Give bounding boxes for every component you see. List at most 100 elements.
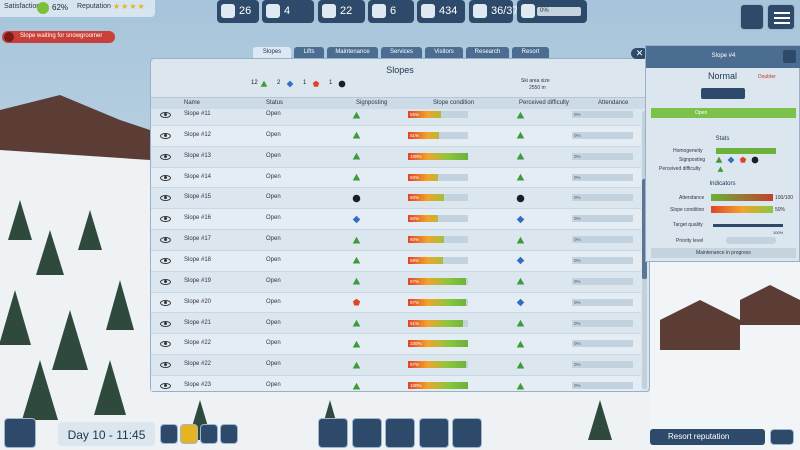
table-row[interactable]: Slope #16 Open 50% 0% <box>151 209 641 231</box>
condition-bar <box>408 173 438 181</box>
slope-status: Open <box>266 277 281 284</box>
scrollbar-thumb[interactable] <box>642 179 647 279</box>
build-button[interactable] <box>352 418 382 448</box>
eye-icon[interactable] <box>160 320 171 327</box>
build-button[interactable] <box>385 418 415 448</box>
menu-line <box>774 22 790 24</box>
maintenance-text: Maintenance in progress <box>696 250 751 256</box>
eye-pupil <box>164 196 167 200</box>
menu-button[interactable] <box>767 4 795 30</box>
eye-pupil <box>164 238 167 242</box>
icon-shape <box>286 80 294 88</box>
table-row[interactable]: Slope #18 Open 59% 0% <box>151 250 641 272</box>
table-row[interactable]: Slope #22 Open 97% 0% <box>151 355 641 377</box>
reputation-dropdown[interactable]: Resort reputation <box>650 429 765 445</box>
table-row[interactable]: Slope #19 Open 97% 0% <box>151 271 641 293</box>
table-row[interactable]: Slope #20 Open 97% 0% <box>151 292 641 314</box>
eye-icon[interactable] <box>160 174 171 181</box>
table-row[interactable]: Slope #11 Open 55% 0% <box>151 109 641 126</box>
eye-pupil <box>164 113 167 116</box>
tab[interactable]: Maintenance <box>327 47 378 58</box>
maintenance-banner: Maintenance in progress <box>651 248 796 258</box>
eye-icon[interactable] <box>160 383 171 390</box>
eye-icon[interactable] <box>160 237 171 244</box>
status-field[interactable]: Open <box>651 108 796 118</box>
view-toggle[interactable] <box>701 88 745 99</box>
signposting-icon <box>352 361 360 369</box>
table-row[interactable]: Slope #14 Open 50% 0% <box>151 167 641 189</box>
tab[interactable]: Services <box>381 47 422 58</box>
menu-line <box>774 12 790 14</box>
eye-icon[interactable] <box>160 299 171 306</box>
eye-pupil <box>164 175 167 179</box>
target-slider[interactable] <box>713 224 783 227</box>
icon-shape <box>516 278 524 285</box>
attendance-track: 0% <box>572 215 633 223</box>
condition-label: 100% <box>410 153 422 159</box>
eye-icon[interactable] <box>160 195 171 202</box>
close-button[interactable]: ✕ <box>631 48 648 59</box>
eye-icon[interactable] <box>160 132 171 139</box>
slope-status: Open <box>266 256 281 263</box>
eye-icon[interactable] <box>160 278 171 285</box>
tab[interactable]: Lifts <box>294 47 324 58</box>
tab[interactable]: Research <box>466 47 509 58</box>
resource-value: 434 <box>439 5 458 17</box>
detail-tag: Doubter <box>758 74 776 80</box>
icon-shape <box>516 340 524 348</box>
speed-button[interactable] <box>220 424 238 444</box>
condition-bar <box>408 111 441 118</box>
attendance-track: 0% <box>572 131 633 139</box>
tab[interactable]: Visitors <box>425 47 463 58</box>
condition-track: 100% <box>408 340 468 348</box>
tab[interactable]: Slopes <box>253 47 291 58</box>
difficulty-icon <box>717 166 723 172</box>
slope-status: Open <box>266 319 281 326</box>
eye-icon[interactable] <box>160 112 171 118</box>
condition-label: 60% <box>410 237 420 243</box>
condition-bar <box>408 256 444 264</box>
table-row[interactable]: Slope #12 Open 51% 0% <box>151 125 641 147</box>
table-row[interactable]: Slope #21 Open 91% 0% <box>151 313 641 335</box>
eye-icon[interactable] <box>160 257 171 264</box>
edit-button[interactable] <box>783 50 796 63</box>
icon-shape <box>352 278 360 285</box>
table-row[interactable]: Slope #13 Open 100% 0% <box>151 146 641 168</box>
priority-selector[interactable] <box>726 237 776 244</box>
layers-button[interactable] <box>4 418 36 448</box>
speed-button[interactable] <box>200 424 218 444</box>
slope-name: Slope #22 <box>184 361 212 368</box>
eye-icon[interactable] <box>160 362 171 369</box>
build-button[interactable] <box>318 418 348 448</box>
table-row[interactable]: Slope #17 Open 60% 0% <box>151 230 641 251</box>
condition-track: 59% <box>408 256 468 264</box>
table-row[interactable]: Slope #15 Open 60% 0% <box>151 188 641 210</box>
table-row[interactable]: Slope #22 Open 100% 0% <box>151 334 641 356</box>
column-header: Attendance <box>598 100 629 106</box>
eye-icon[interactable] <box>160 153 171 160</box>
alert[interactable]: Slope waiting for snowgroomer <box>2 31 115 43</box>
table-row[interactable]: Slope #23 Open 100% 0% <box>151 376 641 391</box>
build-button[interactable] <box>419 418 449 448</box>
attendance-label: 0% <box>574 216 581 222</box>
condition-track: 91% <box>408 319 468 327</box>
resource: 26 <box>217 0 259 23</box>
eye-icon[interactable] <box>160 341 171 348</box>
condition-bar <box>408 131 439 139</box>
tab[interactable]: Resort <box>512 47 549 58</box>
tree-button[interactable] <box>740 4 764 30</box>
build-button[interactable] <box>452 418 482 448</box>
signposting-icon <box>352 132 360 139</box>
icon-shape <box>516 152 524 160</box>
icon-shape <box>338 80 346 88</box>
eye-icon[interactable] <box>160 216 171 223</box>
bottom-button[interactable] <box>770 429 794 445</box>
resource-value: 26 <box>239 5 252 17</box>
column-header: Name <box>184 100 201 106</box>
speed-button[interactable] <box>160 424 178 444</box>
slope-name: Slope #11 <box>184 111 211 117</box>
attendance-track: 0% <box>572 256 633 264</box>
speed-button[interactable] <box>180 424 198 444</box>
condition-track: 97% <box>408 298 468 306</box>
condition-label: 50% <box>410 216 420 222</box>
